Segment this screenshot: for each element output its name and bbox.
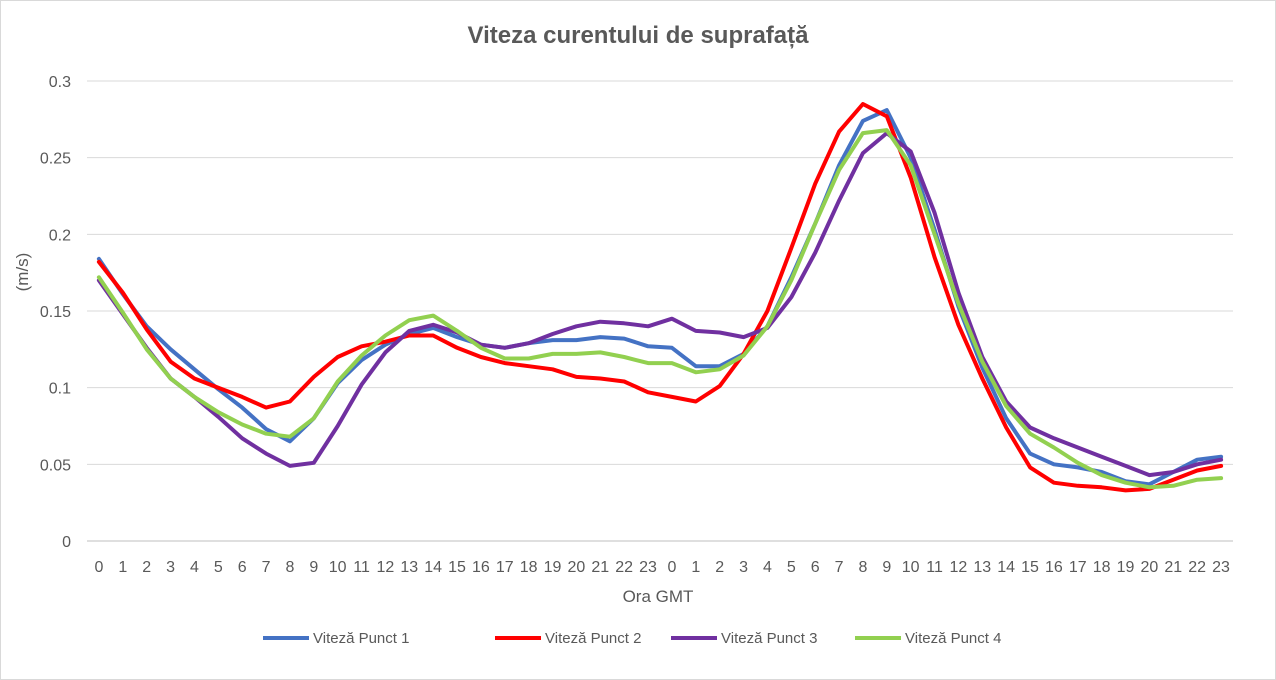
x-tick-label: 4 — [763, 559, 772, 576]
x-tick-label: 19 — [544, 559, 562, 576]
x-tick-label: 9 — [309, 559, 318, 576]
x-tick-label: 18 — [520, 559, 538, 576]
x-tick-label: 12 — [377, 559, 395, 576]
y-tick-label: 0.3 — [49, 74, 71, 91]
x-tick-label: 16 — [472, 559, 490, 576]
x-tick-label: 6 — [238, 559, 247, 576]
x-tick-label: 8 — [285, 559, 294, 576]
x-tick-label: 10 — [902, 559, 920, 576]
x-tick-label: 20 — [568, 559, 586, 576]
x-tick-label: 3 — [166, 559, 175, 576]
legend-label-3: Viteză Punct 3 — [721, 630, 817, 647]
y-tick-label: 0.15 — [40, 304, 71, 321]
x-tick-label: 14 — [997, 559, 1015, 576]
x-axis-ticks: 0 1 2 3 4 5 6 7 8 9 10 11 12 13 14 15 16 17 18 19 20 21 22 23 0 1… — [94, 559, 1230, 576]
x-tick-label: 22 — [615, 559, 633, 576]
x-tick-label: 0 — [667, 559, 676, 576]
x-tick-label: 20 — [1141, 559, 1159, 576]
x-tick-label: 13 — [973, 559, 991, 576]
y-axis-title: (m/s) — [13, 253, 32, 292]
x-tick-label: 1 — [118, 559, 127, 576]
x-tick-label: 1 — [691, 559, 700, 576]
series-line-1 — [96, 108, 1224, 487]
series-lines — [96, 102, 1224, 493]
x-tick-label: 23 — [1212, 559, 1230, 576]
x-tick-label: 22 — [1188, 559, 1206, 576]
x-tick-label: 11 — [353, 559, 370, 576]
x-tick-label: 5 — [787, 559, 796, 576]
x-tick-label: 13 — [400, 559, 418, 576]
legend: Viteză Punct 1 Viteză Punct 2 Viteză Punct… — [263, 630, 1001, 647]
series-line-2 — [96, 102, 1224, 493]
x-tick-label: 12 — [950, 559, 968, 576]
y-tick-label: 0.05 — [40, 457, 71, 474]
x-tick-label: 14 — [424, 559, 442, 576]
x-tick-label: 17 — [496, 559, 514, 576]
x-tick-label: 10 — [329, 559, 347, 576]
x-tick-label: 21 — [1164, 559, 1182, 576]
series-line-3 — [96, 131, 1224, 478]
x-tick-label: 5 — [214, 559, 223, 576]
x-tick-label: 7 — [835, 559, 844, 576]
x-tick-label: 0 — [94, 559, 103, 576]
y-tick-label: 0.25 — [40, 151, 71, 168]
x-tick-label: 3 — [739, 559, 748, 576]
gridlines — [87, 80, 1233, 542]
x-tick-label: 9 — [882, 559, 891, 576]
y-tick-label: 0.1 — [49, 381, 71, 398]
x-tick-label: 23 — [639, 559, 657, 576]
x-tick-label: 2 — [142, 559, 151, 576]
y-axis-ticks: 0 0.05 0.1 0.15 0.2 0.25 0.3 — [40, 74, 71, 551]
legend-label-4: Viteză Punct 4 — [905, 630, 1001, 647]
x-tick-label: 6 — [811, 559, 820, 576]
x-tick-label: 21 — [591, 559, 609, 576]
x-tick-label: 19 — [1117, 559, 1135, 576]
x-tick-label: 16 — [1045, 559, 1063, 576]
y-tick-label: 0.2 — [49, 227, 71, 244]
x-tick-label: 15 — [448, 559, 466, 576]
y-tick-label: 0 — [62, 534, 71, 551]
legend-label-2: Viteză Punct 2 — [545, 630, 641, 647]
x-tick-label: 4 — [190, 559, 199, 576]
x-tick-label: 11 — [926, 559, 943, 576]
x-tick-label: 18 — [1093, 559, 1111, 576]
x-tick-label: 7 — [262, 559, 271, 576]
x-tick-label: 15 — [1021, 559, 1039, 576]
chart-title: Viteza curentului de suprafață — [468, 22, 810, 49]
series-line-4 — [96, 128, 1224, 490]
x-tick-label: 17 — [1069, 559, 1087, 576]
x-tick-label: 2 — [715, 559, 724, 576]
x-tick-label: 8 — [858, 559, 867, 576]
x-axis-title: Ora GMT — [623, 587, 694, 606]
legend-label-1: Viteză Punct 1 — [313, 630, 409, 647]
